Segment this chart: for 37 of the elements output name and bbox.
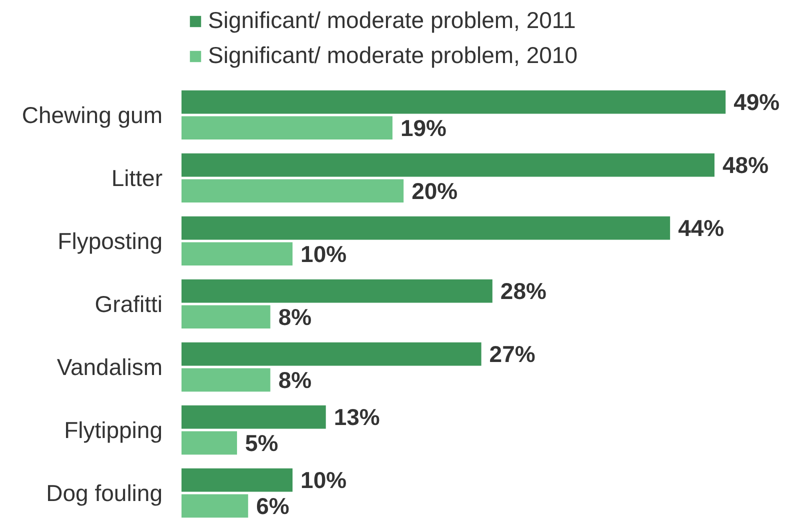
bar — [182, 90, 726, 114]
data-label: 5% — [245, 430, 278, 456]
bar — [182, 405, 326, 429]
y-tick-label: Chewing gum — [22, 102, 163, 128]
data-label: 8% — [278, 304, 312, 330]
data-label: 27% — [489, 341, 536, 368]
y-tick-label: Flytipping — [64, 416, 162, 443]
legend-label: Significant/ moderate problem, 2011 — [208, 7, 576, 34]
bar — [182, 153, 714, 177]
bar — [182, 494, 248, 518]
data-label: 8% — [278, 366, 312, 393]
bar — [182, 279, 492, 303]
bar — [182, 305, 270, 329]
data-label: 49% — [734, 89, 780, 116]
data-label: 13% — [334, 404, 380, 430]
bar — [182, 242, 293, 266]
y-tick-label: Litter — [111, 164, 163, 191]
bar — [182, 368, 270, 392]
y-tick-label: Vandalism — [56, 354, 163, 380]
y-tick-label: Dog fouling — [46, 480, 162, 506]
bar — [182, 216, 670, 240]
data-label: 10% — [300, 467, 347, 494]
bar — [182, 431, 238, 455]
legend-label: Significant/ moderate problem, 2010 — [208, 42, 578, 69]
bar — [182, 116, 392, 140]
data-label: 6% — [256, 492, 290, 519]
data-label: 10% — [300, 240, 347, 267]
data-label: 44% — [678, 215, 724, 242]
data-label: 19% — [400, 114, 447, 141]
data-label: 20% — [412, 178, 458, 204]
data-label: 48% — [722, 152, 769, 178]
data-label: 28% — [500, 278, 546, 304]
bar — [182, 342, 482, 366]
bar — [182, 468, 293, 492]
y-tick-label: Grafitti — [94, 290, 163, 317]
y-tick-label: Flyposting — [58, 228, 163, 254]
bar — [182, 179, 404, 203]
